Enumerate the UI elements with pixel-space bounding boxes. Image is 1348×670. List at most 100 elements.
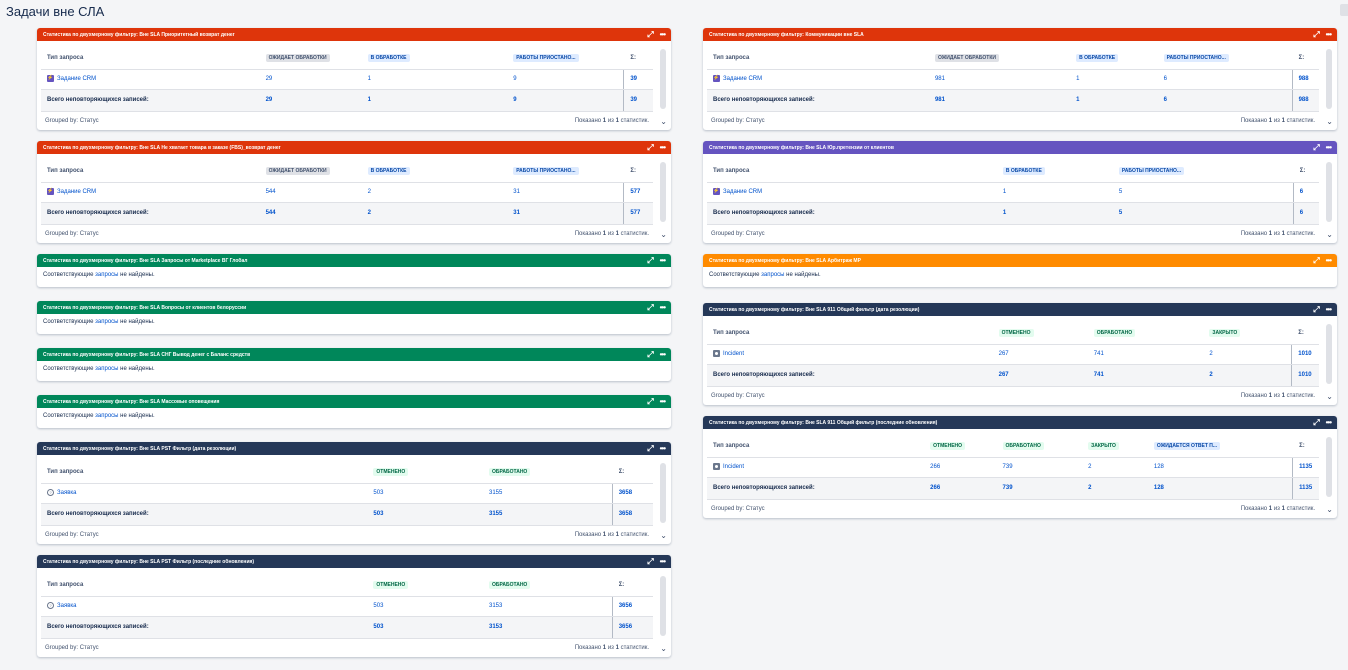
status-lozenge[interactable]: РАБОТЫ ПРИОСТАНО... [1163,53,1229,62]
expand-icon[interactable]: ⤢ [1313,304,1320,314]
row-value-link[interactable]: 739 [1002,464,1013,470]
row-value-link[interactable]: 1 [367,76,371,82]
status-lozenge[interactable]: В ОБРАБОТКЕ [367,166,410,175]
chevron-down-icon[interactable]: ⌄ [660,530,667,540]
row-value-link[interactable]: 267 [998,351,1009,357]
scrollbar[interactable] [660,49,666,109]
more-options-icon[interactable]: ••• [1325,417,1332,427]
status-lozenge[interactable]: РАБОТЫ ПРИОСТАНО... [513,166,579,175]
more-options-icon[interactable]: ••• [1325,29,1332,39]
more-options-icon[interactable]: ••• [659,302,666,312]
row-value-link[interactable]: 31 [513,189,520,195]
row-value-link[interactable]: 2 [1088,464,1092,470]
expand-icon[interactable]: ⤢ [647,302,654,312]
row-total-cell[interactable]: 3656 [611,596,653,617]
row-type-label[interactable]: Заявка [57,490,77,497]
corner-toggle-button[interactable] [1340,4,1348,16]
grand-total-cell[interactable]: 1135 [1292,477,1319,500]
row-value-link[interactable]: 3155 [489,490,503,496]
expand-icon[interactable]: ⤢ [1313,255,1320,265]
chevron-down-icon[interactable]: ⌄ [1326,116,1333,126]
issues-link[interactable]: запросы [95,413,119,419]
row-total-cell[interactable]: 39 [623,69,653,90]
total-value-cell[interactable]: 544 [259,202,362,225]
total-value-cell[interactable]: 1 [361,89,508,112]
expand-icon[interactable]: ⤢ [647,349,654,359]
issues-link[interactable]: запросы [95,366,119,372]
total-value-cell[interactable]: 29 [259,89,362,112]
row-type-label[interactable]: Incident [723,351,745,358]
scrollbar[interactable] [1326,162,1332,222]
grand-total-cell[interactable]: 1010 [1291,364,1319,387]
status-lozenge[interactable]: В ОБРАБОТКЕ [1076,53,1119,62]
expand-icon[interactable]: ⤢ [1313,29,1320,39]
row-value-link[interactable]: 29 [265,76,273,82]
more-options-icon[interactable]: ••• [659,142,666,152]
row-total-cell[interactable]: 3658 [611,483,653,504]
row-value-link[interactable]: 1 [1002,189,1007,195]
grand-total-cell[interactable]: 577 [623,202,653,225]
status-lozenge[interactable]: ЗАКРЫТО [1088,441,1119,450]
row-value-link[interactable]: 128 [1153,464,1164,470]
more-options-icon[interactable]: ••• [659,29,666,39]
total-value-cell[interactable]: 128 [1147,477,1293,500]
total-value-cell[interactable]: 1 [1070,89,1158,112]
more-options-icon[interactable]: ••• [1325,304,1332,314]
status-lozenge[interactable]: ОТМЕНЕНО [373,580,409,589]
total-value-cell[interactable]: 741 [1087,364,1204,387]
total-value-cell[interactable]: 503 [367,616,483,639]
total-value-cell[interactable]: 266 [924,477,997,500]
chevron-down-icon[interactable]: ⌄ [660,643,667,653]
status-lozenge[interactable]: ОЖИДАЕТ ОБРАБОТКИ [265,166,330,175]
status-lozenge[interactable]: В ОБРАБОТКЕ [367,53,410,62]
total-value-cell[interactable]: 503 [367,503,483,526]
status-lozenge[interactable]: ОЖИДАЕТСЯ ОТВЕТ П... [1153,441,1221,450]
more-options-icon[interactable]: ••• [659,349,666,359]
scrollbar[interactable] [660,463,666,523]
row-value-link[interactable]: 544 [265,189,276,195]
chevron-down-icon[interactable]: ⌄ [1326,504,1333,514]
expand-icon[interactable]: ⤢ [647,556,654,566]
row-total-cell[interactable]: 1010 [1291,344,1319,365]
row-total-cell[interactable]: 6 [1292,182,1319,203]
status-lozenge[interactable]: ОБРАБОТАНО [1002,441,1044,450]
more-options-icon[interactable]: ••• [659,396,666,406]
expand-icon[interactable]: ⤢ [1313,417,1320,427]
chevron-down-icon[interactable]: ⌄ [1326,229,1333,239]
expand-icon[interactable]: ⤢ [1313,142,1320,152]
more-options-icon[interactable]: ••• [1325,142,1332,152]
row-type-label[interactable]: Задание CRM [57,76,97,83]
row-value-link[interactable]: 5 [1118,189,1123,195]
issues-link[interactable]: запросы [95,272,119,278]
row-type-label[interactable]: Задание CRM [723,76,763,83]
total-value-cell[interactable]: 6 [1157,89,1293,112]
status-lozenge[interactable]: ОБРАБОТАНО [1093,328,1136,337]
row-value-link[interactable]: 2 [367,189,371,195]
status-lozenge[interactable]: ЗАКРЫТО [1209,328,1241,337]
status-lozenge[interactable]: РАБОТЫ ПРИОСТАНО... [513,53,579,62]
row-value-link[interactable]: 9 [513,76,517,82]
grand-total-cell[interactable]: 39 [623,89,653,112]
row-value-link[interactable]: 3153 [489,603,503,609]
more-options-icon[interactable]: ••• [659,255,666,265]
scrollbar[interactable] [660,576,666,636]
grand-total-cell[interactable]: 3658 [611,503,653,526]
status-lozenge[interactable]: ОЖИДАЕТ ОБРАБОТКИ [934,53,999,62]
total-value-cell[interactable]: 2 [1082,477,1148,500]
row-value-link[interactable]: 981 [934,76,945,82]
status-lozenge[interactable]: ОТМЕНЕНО [930,441,966,450]
row-value-link[interactable]: 6 [1163,76,1167,82]
total-value-cell[interactable]: 9 [507,89,624,112]
row-type-label[interactable]: Задание CRM [723,189,763,196]
chevron-down-icon[interactable]: ⌄ [660,229,667,239]
expand-icon[interactable]: ⤢ [647,396,654,406]
status-lozenge[interactable]: ОБРАБОТАНО [489,580,531,589]
issues-link[interactable]: запросы [761,272,785,278]
status-lozenge[interactable]: ОТМЕНЕНО [998,328,1034,337]
more-options-icon[interactable]: ••• [659,556,666,566]
row-value-link[interactable]: 1 [1076,76,1080,82]
scrollbar[interactable] [1326,437,1332,497]
row-type-label[interactable]: Incident [723,464,745,471]
grand-total-cell[interactable]: 6 [1292,202,1319,225]
grand-total-cell[interactable]: 3656 [611,616,653,639]
